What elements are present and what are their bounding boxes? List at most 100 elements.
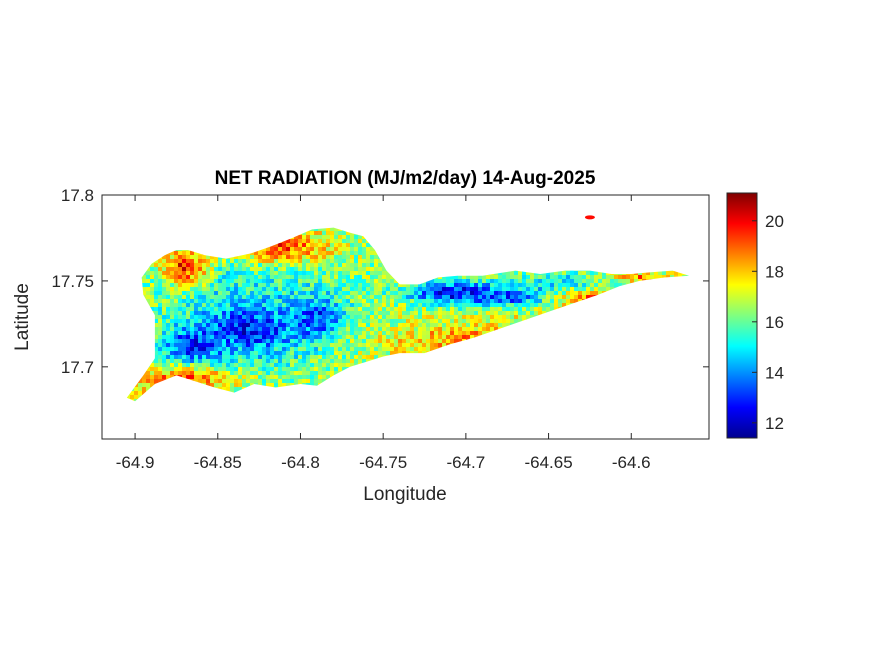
heatmap-cell bbox=[318, 295, 322, 299]
heatmap-cell bbox=[266, 351, 270, 355]
heatmap-cell bbox=[222, 371, 226, 375]
heatmap-cell bbox=[306, 311, 310, 315]
heatmap-cell bbox=[222, 379, 226, 383]
heatmap-cell bbox=[158, 287, 162, 291]
heatmap-cell bbox=[378, 339, 382, 343]
heatmap-cell bbox=[330, 327, 334, 331]
heatmap-cell bbox=[146, 299, 150, 303]
heatmap-cell bbox=[306, 319, 310, 323]
heatmap-cell bbox=[410, 323, 414, 327]
heatmap-cell bbox=[210, 379, 214, 383]
heatmap-cell bbox=[358, 299, 362, 303]
heatmap-cell bbox=[422, 351, 426, 355]
heatmap-cell bbox=[294, 319, 298, 323]
heatmap-cell bbox=[322, 255, 326, 259]
heatmap-cell bbox=[334, 291, 338, 295]
heatmap-cell bbox=[190, 311, 194, 315]
heatmap-cell bbox=[310, 299, 314, 303]
heatmap-cell bbox=[346, 255, 350, 259]
heatmap-cell bbox=[270, 247, 274, 251]
heatmap-cell bbox=[286, 347, 290, 351]
heatmap-cell bbox=[254, 331, 258, 335]
heatmap-cell bbox=[330, 227, 334, 231]
heatmap-cell bbox=[298, 335, 302, 339]
heatmap-cell bbox=[214, 367, 218, 371]
heatmap-cell bbox=[226, 259, 230, 263]
heatmap-cell bbox=[230, 291, 234, 295]
heatmap-cell bbox=[234, 347, 238, 351]
heatmap-cell bbox=[414, 339, 418, 343]
heatmap-cell bbox=[358, 339, 362, 343]
heatmap-cell bbox=[370, 295, 374, 299]
heatmap-cell bbox=[310, 255, 314, 259]
heatmap-cell bbox=[146, 267, 150, 271]
heatmap-cell bbox=[198, 347, 202, 351]
heatmap-cell bbox=[282, 307, 286, 311]
heatmap-cell bbox=[350, 355, 354, 359]
heatmap-cell bbox=[390, 339, 394, 343]
heatmap-cell bbox=[170, 303, 174, 307]
heatmap-cell bbox=[230, 271, 234, 275]
heatmap-cell bbox=[246, 307, 250, 311]
heatmap-cell bbox=[370, 343, 374, 347]
heatmap-cell bbox=[402, 343, 406, 347]
heatmap-cell bbox=[370, 351, 374, 355]
heatmap-cell bbox=[318, 327, 322, 331]
heatmap-cell bbox=[166, 275, 170, 279]
heatmap-cell bbox=[266, 299, 270, 303]
heatmap-cell bbox=[190, 299, 194, 303]
heatmap-cell bbox=[310, 359, 314, 363]
heatmap-cell bbox=[322, 271, 326, 275]
heatmap-cell bbox=[394, 291, 398, 295]
heatmap-cell bbox=[334, 251, 338, 255]
heatmap-cell bbox=[290, 367, 294, 371]
heatmap-cell bbox=[326, 347, 330, 351]
heatmap-cell bbox=[226, 319, 230, 323]
heatmap-cell bbox=[322, 379, 326, 383]
heatmap-cell bbox=[326, 327, 330, 331]
heatmap-cell bbox=[330, 283, 334, 287]
heatmap-cell bbox=[318, 247, 322, 251]
heatmap-cell bbox=[286, 275, 290, 279]
heatmap-cell bbox=[314, 267, 318, 271]
heatmap-cell bbox=[358, 319, 362, 323]
heatmap-cell bbox=[230, 351, 234, 355]
heatmap-cell bbox=[242, 307, 246, 311]
heatmap-cell bbox=[182, 259, 186, 263]
heatmap-cell bbox=[290, 363, 294, 367]
heatmap-cell bbox=[306, 335, 310, 339]
heatmap-cell bbox=[178, 279, 182, 283]
heatmap-cell bbox=[306, 351, 310, 355]
heatmap-cell bbox=[218, 347, 222, 351]
heatmap-cell bbox=[322, 319, 326, 323]
heatmap-cell bbox=[342, 331, 346, 335]
heatmap-cell bbox=[354, 267, 358, 271]
heatmap-cell bbox=[302, 295, 306, 299]
heatmap-cell bbox=[198, 379, 202, 383]
heatmap-cell bbox=[290, 271, 294, 275]
heatmap-cell bbox=[294, 287, 298, 291]
heatmap-cell bbox=[334, 363, 338, 367]
heatmap-cell bbox=[310, 295, 314, 299]
heatmap-cell bbox=[222, 299, 226, 303]
heatmap-cell bbox=[322, 359, 326, 363]
heatmap-cell bbox=[190, 327, 194, 331]
heatmap-cell bbox=[422, 339, 426, 343]
heatmap-cell bbox=[378, 327, 382, 331]
heatmap-cell bbox=[330, 347, 334, 351]
heatmap-cell bbox=[238, 379, 242, 383]
heatmap-cell bbox=[206, 259, 210, 263]
heatmap-cell bbox=[250, 255, 254, 259]
heatmap-cell bbox=[402, 319, 406, 323]
heatmap-cell bbox=[150, 371, 154, 375]
heatmap-cell bbox=[346, 307, 350, 311]
heatmap-cell bbox=[154, 287, 158, 291]
heatmap-cell bbox=[190, 287, 194, 291]
heatmap-cell bbox=[314, 275, 318, 279]
heatmap-cell bbox=[222, 343, 226, 347]
heatmap-cell bbox=[354, 235, 358, 239]
heatmap-cell bbox=[386, 319, 390, 323]
heatmap-cell bbox=[418, 311, 422, 315]
heatmap-cell bbox=[414, 335, 418, 339]
heatmap-cell bbox=[330, 355, 334, 359]
